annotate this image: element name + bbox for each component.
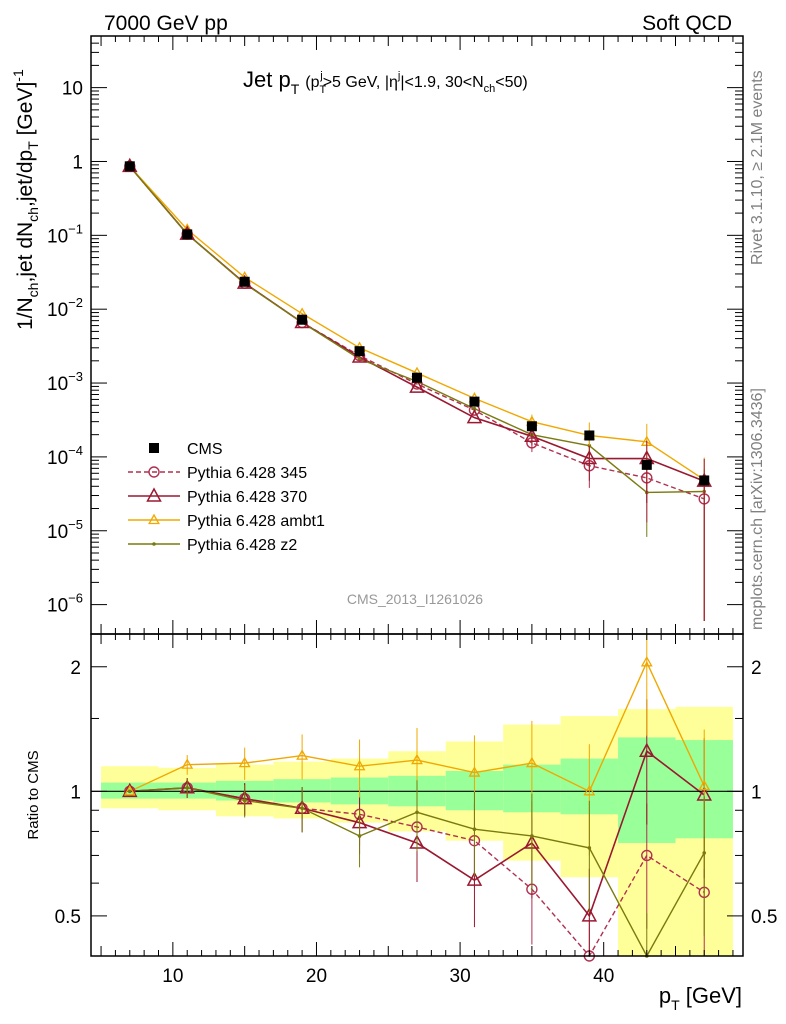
data-point-p370 [466,409,483,424]
ratio-point-z2 [415,810,419,815]
ratio-point-ambt1 [640,656,653,667]
y-tick-label: 10 [62,79,83,100]
ratio-y-tick-label-right: 0.5 [751,907,777,928]
data-point-cms [354,346,365,357]
ratio-point-z2 [702,851,707,855]
ratio-point-z2 [357,834,362,838]
data-point-cms [641,459,652,470]
x-tick-label: 20 [306,966,327,987]
ratio-y-tick-label: 0.5 [55,907,81,928]
data-point-cms [412,372,422,383]
main-panel-frame [91,36,743,634]
legend-marker-p370 [146,487,162,502]
data-point-cms [526,421,537,432]
ratio-point-ambt1 [468,766,481,777]
legend-label-p345: Pythia 6.428 345 [187,465,307,482]
ratio-point-p370 [466,871,483,886]
header-right: Soft QCD [642,12,732,35]
ratio-point-ambt1 [123,785,136,796]
ratio-point-ambt1 [525,756,538,768]
analysis-id: CMS_2013_I1261026 [347,591,483,607]
data-point-cms [297,314,308,325]
legend: CMS Pythia 6.428 345 Pythia 6.428 370 Pythi… [128,441,325,554]
data-point-cms [699,475,710,486]
legend-marker-cms [149,443,159,453]
data-point-z2 [472,406,477,411]
ratio-point-z2 [300,806,304,811]
ratio-point-ambt1 [353,759,366,771]
ratio-point-ambt1 [698,779,711,791]
x-tick-label: 40 [593,966,614,987]
mcplots-label: mcplots.cern.ch [arXiv:1306.3436] [749,388,766,630]
ratio-point-z2 [185,785,190,790]
data-point-cms [182,229,193,240]
ratio-y-label: Ratio to CMS [25,750,42,839]
y-tick-label: 1 [72,152,83,173]
legend-label-ambt1: Pythia 6.428 ambt1 [187,513,325,530]
ratio-point-ambt1 [238,756,251,768]
ratio-point-z2 [127,789,132,794]
data-point-cms [469,396,480,407]
data-point-p370 [409,378,425,393]
data-point-p370 [524,427,540,443]
ratio-axis-ticks: 10 20 30 40 0.5 0.5 1 1 2 2 [55,634,777,987]
ratio-point-ambt1 [411,753,423,765]
y-tick-label: 10−3 [47,369,83,395]
main-axis-ticks: 10−6 10−5 10−4 10−3 10−2 10−1 1 10 [47,35,743,634]
header-left: 7000 GeV pp [104,12,228,35]
ratio-point-p345 [641,849,653,862]
ratio-y-tick-label-right: 2 [751,658,762,679]
ratio-point-z2 [472,827,477,832]
legend-label-z2: Pythia 6.428 z2 [187,537,297,554]
main-y-label: 1/Nch,jet dNch,jet/dpT [GeV]-1 [10,69,41,330]
ratio-point-ambt1 [181,758,194,769]
y-tick-label: 10−2 [47,295,83,321]
legend-label-p370: Pythia 6.428 370 [187,489,307,506]
data-point-cms [239,276,250,287]
ratio-point-ambt1 [296,749,309,760]
legend-marker-ambt1 [148,513,160,525]
ratio-series-markers [122,634,712,962]
ratio-point-z2 [530,834,534,838]
ratio-y-tick-label-right: 1 [751,782,762,803]
legend-marker-z2 [152,542,156,546]
ratio-point-p370 [581,907,598,922]
y-tick-label: 10−4 [47,443,83,469]
ratio-point-p370 [639,742,655,757]
x-tick-label: 30 [450,966,471,987]
legend-label-cms: CMS [187,441,223,458]
ratio-y-tick-label: 1 [70,782,81,803]
ratio-point-ambt1 [583,785,596,796]
y-tick-label: 10−1 [47,221,83,247]
y-tick-label: 10−5 [47,517,83,543]
ratio-point-p370 [122,782,138,798]
data-point-cms [584,430,595,441]
data-point-z2 [357,357,362,361]
x-axis-label: pT [GeV] [659,983,742,1013]
main-series-markers [122,157,712,621]
y-tick-label: 10−6 [47,591,83,617]
data-point-p370 [581,449,598,465]
x-tick-label: 10 [162,966,183,987]
ratio-point-z2 [242,798,247,803]
data-point-cms [124,161,135,172]
ratio-y-tick-label: 2 [70,658,81,679]
legend-marker-p345 [148,466,160,478]
ratio-point-z2 [587,846,592,850]
rivet-label: Rivet 3.1.10, ≥ 2.1M events [749,70,766,265]
main-title: Jet pT (pTj>5 GeV, |ηj|<1.9, 30<Nch<50) [243,67,528,97]
